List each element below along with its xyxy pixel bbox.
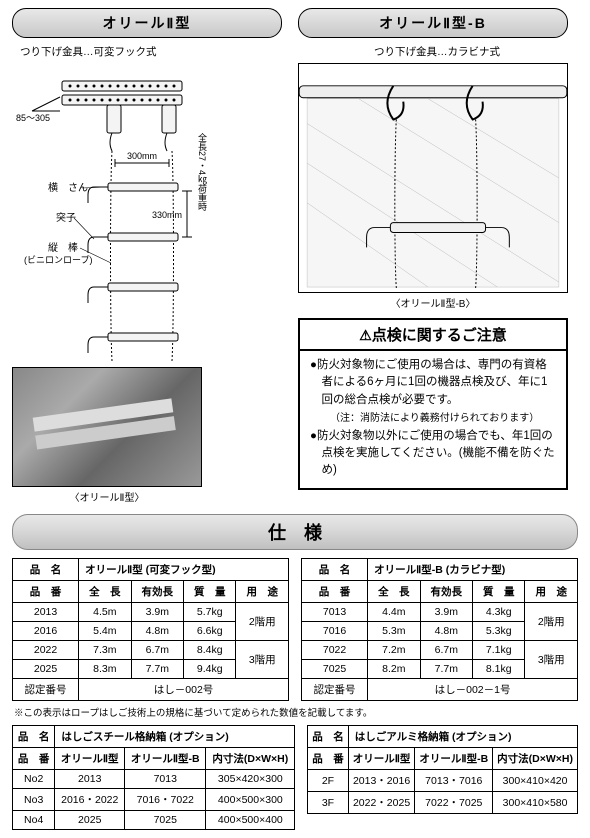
col-head: 内寸法(D×W×H) (493, 748, 578, 770)
caption-right: 〈オリールⅡ型-B〉 (298, 295, 568, 310)
product-title-right: オリールⅡ型-B (298, 8, 568, 38)
table-row: 20227.3m6.7m8.4kg3階用 (13, 641, 289, 660)
product-title-left: オリールⅡ型 (12, 8, 282, 38)
col-head: オリールⅡ型-B (415, 748, 493, 770)
opt-table-a: 品 名 はしごスチール格納箱 (オプション) 品 番 オリールⅡ型 オリールⅡ型… (12, 725, 295, 830)
cert-label: 認定番号 (13, 679, 79, 701)
table-row: 品 番 オリールⅡ型 オリールⅡ型-B 内寸法(D×W×H) (13, 748, 295, 770)
col-head: オリールⅡ型 (55, 748, 125, 770)
toshi-label: 突子 (56, 211, 76, 224)
cert-value: はし－002号 (79, 679, 289, 701)
table-row: 品 名 オリールⅡ型-B (カラビナ型) (302, 559, 578, 581)
opt-table-b-wrap: 品 名 はしごアルミ格納箱 (オプション) 品 番 オリールⅡ型 オリールⅡ型-… (307, 725, 578, 830)
name-label: 品 名 (13, 726, 55, 748)
footnote: ※この表示はロープはしご技術上の規格に基づいて定められた数値を記載してます。 (14, 705, 578, 719)
diagram-right (298, 63, 568, 293)
table-row: 70227.2m6.7m7.1kg3階用 (302, 641, 578, 660)
left-column: オリールⅡ型 つり下げ金具…可変フック式 (12, 8, 282, 504)
spec-table-b-wrap: 品 名 オリールⅡ型-B (カラビナ型) 品 番 全 長 有効長 質 量 用 途… (301, 558, 578, 701)
tate-label: 縦 棒 (48, 241, 78, 254)
table-row: 3F2022・20257022・7025300×410×580 (308, 792, 578, 814)
col-head: 品 番 (308, 748, 349, 770)
col-head: オリールⅡ型-B (125, 748, 206, 770)
top-row: オリールⅡ型 つり下げ金具…可変フック式 (12, 8, 578, 504)
table-row: No420257025400×500×400 (13, 811, 295, 830)
notice-box: ⚠点検に関するご注意 ●防火対象物にご使用の場合は、専門の有資格者による6ヶ月に… (298, 318, 568, 490)
table-row: 品 番 オリールⅡ型 オリールⅡ型-B 内寸法(D×W×H) (308, 748, 578, 770)
rope-label: (ビニロンロープ) (24, 255, 92, 265)
side-note: 全長27・4㎏荷重時 (197, 132, 207, 211)
notice-title-text: 点検に関するご注意 (372, 327, 507, 344)
diagram-left: 300mm 330mm 85～305 横 さん 突子 縦 棒 (ビニロンロープ)… (12, 63, 282, 363)
name-label: 品 名 (302, 559, 368, 581)
sublabel-left: つり下げ金具…可変フック式 (20, 44, 282, 59)
col-head: 品 番 (302, 581, 368, 603)
spec-table-a-wrap: 品 名 オリールⅡ型 (可変フック型) 品 番 全 長 有効長 質 量 用 途 … (12, 558, 289, 701)
table-row: No220137013305×420×300 (13, 770, 295, 789)
spec-table-b: 品 名 オリールⅡ型-B (カラビナ型) 品 番 全 長 有効長 質 量 用 途… (301, 558, 578, 701)
name-label: 品 名 (308, 726, 349, 748)
col-head: 用 途 (525, 581, 578, 603)
spec-table-a: 品 名 オリールⅡ型 (可変フック型) 品 番 全 長 有効長 質 量 用 途 … (12, 558, 289, 701)
col-head: 全 長 (79, 581, 131, 603)
name-label: 品 名 (13, 559, 79, 581)
warning-icon: ⚠ (359, 327, 372, 343)
range-label: 85～305 (16, 113, 50, 123)
photo-left (12, 367, 202, 487)
spec-header: 仕様 (12, 514, 578, 550)
product-name: はしごスチール格納箱 (オプション) (55, 726, 295, 748)
col-head: 有効長 (131, 581, 183, 603)
yoko-label: 横 さん (48, 181, 88, 194)
notice-p2: ●防火対象物以外にご使用の場合でも、年1回の点検を実施してください。(機能不備を… (310, 428, 556, 480)
product-name: オリールⅡ型-B (カラビナ型) (368, 559, 578, 581)
cert-label: 認定番号 (302, 679, 368, 701)
col-head: 有効長 (420, 581, 472, 603)
opt-table-a-wrap: 品 名 はしごスチール格納箱 (オプション) 品 番 オリールⅡ型 オリールⅡ型… (12, 725, 295, 830)
col-head: 内寸法(D×W×H) (206, 748, 295, 770)
col-head: オリールⅡ型 (348, 748, 415, 770)
table-row: 2F2013・20167013・7016300×410×420 (308, 770, 578, 792)
spec-tables-row: 品 名 オリールⅡ型 (可変フック型) 品 番 全 長 有効長 質 量 用 途 … (12, 558, 578, 701)
table-row: No32016・20227016・7022400×500×300 (13, 789, 295, 811)
notice-p1: ●防火対象物にご使用の場合は、専門の有資格者による6ヶ月に1回の機器点検及び、年… (310, 357, 556, 409)
dim-300: 300mm (127, 151, 157, 161)
table-row: 品 名 オリールⅡ型 (可変フック型) (13, 559, 289, 581)
col-head: 質 量 (473, 581, 525, 603)
table-row: 品 番 全 長 有効長 質 量 用 途 (302, 581, 578, 603)
col-head: 用 途 (236, 581, 289, 603)
notice-body: ●防火対象物にご使用の場合は、専門の有資格者による6ヶ月に1回の機器点検及び、年… (300, 351, 566, 488)
table-row: 認定番号はし－002－1号 (302, 679, 578, 701)
table-row: 認定番号はし－002号 (13, 679, 289, 701)
table-row: 20134.5m3.9m5.7kg2階用 (13, 603, 289, 622)
col-head: 質 量 (184, 581, 236, 603)
col-head: 品 番 (13, 748, 55, 770)
caption-left: 〈オリールⅡ型〉 (12, 489, 202, 504)
sublabel-right: つり下げ金具…カラビナ式 (306, 44, 568, 59)
notice-title: ⚠点検に関するご注意 (300, 320, 566, 351)
table-row: 品 番 全 長 有効長 質 量 用 途 (13, 581, 289, 603)
table-row: 品 名 はしごスチール格納箱 (オプション) (13, 726, 295, 748)
col-head: 品 番 (13, 581, 79, 603)
opt-table-b: 品 名 はしごアルミ格納箱 (オプション) 品 番 オリールⅡ型 オリールⅡ型-… (307, 725, 578, 814)
right-column: オリールⅡ型-B つり下げ金具…カラビナ式 (298, 8, 568, 504)
cert-value: はし－002－1号 (368, 679, 578, 701)
table-row: 70134.4m3.9m4.3kg2階用 (302, 603, 578, 622)
option-tables-row: 品 名 はしごスチール格納箱 (オプション) 品 番 オリールⅡ型 オリールⅡ型… (12, 725, 578, 830)
product-name: はしごアルミ格納箱 (オプション) (348, 726, 577, 748)
page: オリールⅡ型 つり下げ金具…可変フック式 (0, 0, 590, 838)
dim-330: 330mm (152, 210, 182, 220)
table-row: 品 名 はしごアルミ格納箱 (オプション) (308, 726, 578, 748)
col-head: 全 長 (368, 581, 420, 603)
product-name: オリールⅡ型 (可変フック型) (79, 559, 289, 581)
notice-p1-note: （注：消防法により義務付けられております） (310, 411, 556, 426)
